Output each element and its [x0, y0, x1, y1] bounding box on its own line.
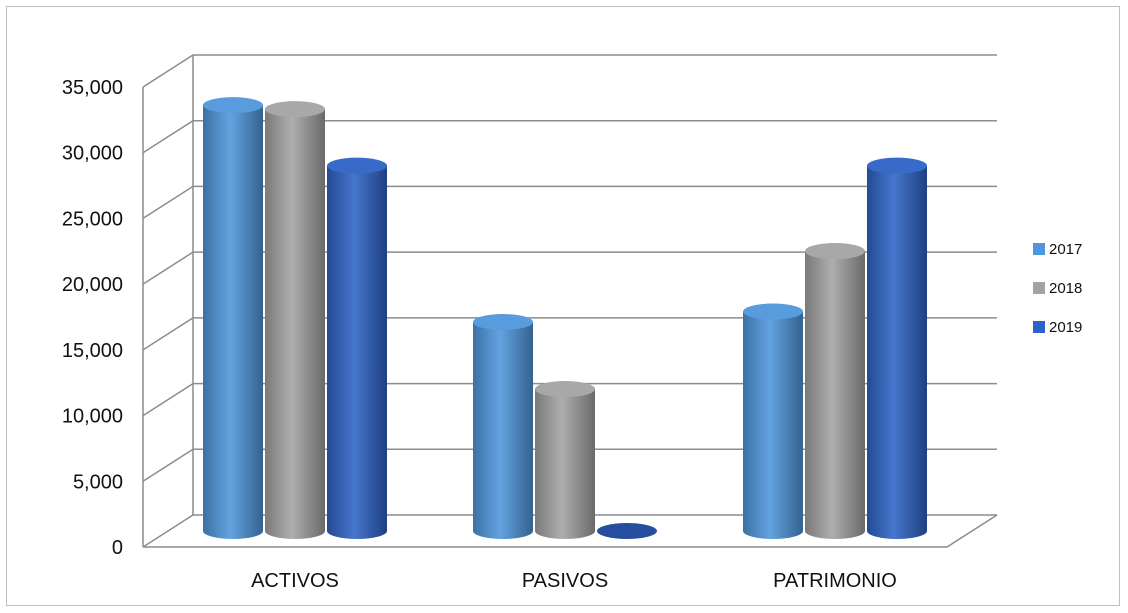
gridline — [142, 317, 997, 351]
chart-frame: 0 5,000 10,000 15,000 20,000 25,000 30,000 35,0… — [6, 6, 1120, 606]
bar-body — [327, 165, 387, 539]
bar-top — [265, 101, 325, 118]
legend-swatch — [1033, 321, 1045, 333]
y-tick-label: 30,000 — [62, 143, 123, 165]
bar-body — [805, 251, 865, 540]
bar-body — [867, 165, 927, 539]
gridline — [142, 448, 997, 482]
legend-label: 2019 — [1049, 319, 1082, 336]
y-axis-tick-labels: 0 5,000 10,000 15,000 20,000 25,000 30,000 35,0… — [62, 77, 123, 559]
bar — [473, 314, 533, 539]
gridlines — [142, 54, 998, 548]
legend: 2017 2018 2019 — [1033, 241, 1082, 336]
legend-swatch — [1033, 243, 1045, 255]
bar-body — [203, 105, 263, 540]
y-tick-label: 10,000 — [62, 406, 123, 428]
bar-top — [473, 314, 533, 331]
bar-top — [743, 303, 803, 320]
y-tick-label: 0 — [112, 537, 123, 559]
bar — [597, 523, 657, 539]
gridline — [142, 251, 997, 285]
legend-label: 2018 — [1049, 280, 1082, 297]
bar-body — [743, 311, 803, 539]
bar-top — [327, 157, 387, 174]
bar — [867, 157, 927, 539]
bar — [203, 97, 263, 540]
bar — [535, 381, 595, 539]
y-tick-label: 25,000 — [62, 208, 123, 230]
x-tick-label: ACTIVOS — [251, 570, 339, 592]
bar-top — [203, 97, 263, 114]
floor-edge — [143, 514, 998, 548]
gridline — [142, 119, 997, 154]
bar — [327, 157, 387, 539]
y-tick-label: 20,000 — [62, 274, 123, 296]
gridline — [142, 185, 997, 220]
bar-top — [535, 381, 595, 398]
bar — [805, 243, 865, 540]
x-tick-label: PATRIMONIO — [773, 570, 897, 592]
y-tick-label: 35,000 — [62, 77, 123, 99]
bar-chart: 0 5,000 10,000 15,000 20,000 25,000 30,000 35,0… — [62, 54, 1082, 592]
bar — [743, 303, 803, 539]
bar-top — [867, 157, 927, 174]
x-tick-label: PASIVOS — [522, 570, 608, 592]
bar-body — [535, 389, 595, 539]
bar-top — [597, 523, 657, 539]
gridline — [142, 514, 997, 548]
bars — [203, 97, 927, 540]
x-axis-category-labels: ACTIVOS PASIVOS PATRIMONIO — [251, 570, 897, 592]
bar — [265, 101, 325, 539]
gridline — [142, 382, 997, 417]
bar-body — [473, 322, 533, 539]
bar-top — [805, 243, 865, 260]
legend-label: 2017 — [1049, 241, 1082, 258]
y-tick-label: 5,000 — [73, 471, 123, 493]
y-tick-label: 15,000 — [62, 340, 123, 362]
legend-swatch — [1033, 282, 1045, 294]
gridline — [142, 54, 997, 88]
bar-body — [265, 109, 325, 539]
